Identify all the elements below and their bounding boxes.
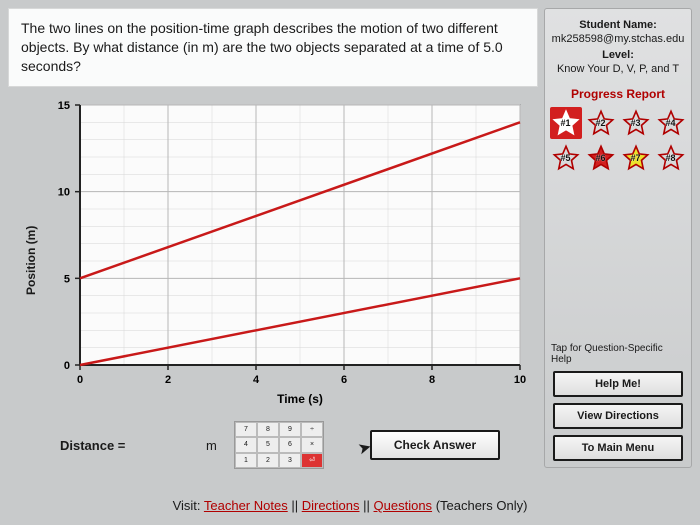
distance-label: Distance = [60,438,130,453]
level-value: Know Your D, V, P, and T [557,63,679,75]
svg-text:8: 8 [429,374,435,386]
unit-label: m [206,438,226,453]
progress-report-title: Progress Report [571,87,665,101]
student-name-label: Student Name: [579,19,657,31]
svg-text:Time (s): Time (s) [277,392,323,406]
footer-links: Visit: Teacher Notes || Directions || Qu… [0,498,700,513]
tap-help-text: Tap for Question-Specific Help [551,343,685,365]
help-me-button[interactable]: Help Me! [553,371,683,397]
progress-star[interactable]: #2 [585,107,617,139]
svg-text:6: 6 [341,374,347,386]
chart-svg: 0 2 4 6 8 10 0 5 10 15 Time (s) [20,95,540,415]
question-text: The two lines on the position-time graph… [8,8,538,87]
svg-text:15: 15 [58,100,70,112]
progress-stars-grid: #1#2#3#4 #5#6#7#8 [550,107,687,174]
progress-star[interactable]: #6 [585,142,617,174]
position-time-chart: Position (m) 0 2 4 6 8 10 0 5 10 15 Time (s) [20,95,540,415]
progress-star[interactable]: #7 [620,142,652,174]
sidebar-panel: Student Name: mk258598@my.stchas.edu Lev… [544,8,692,468]
svg-text:5: 5 [64,273,70,285]
svg-text:0: 0 [77,374,83,386]
footer-suffix: (Teachers Only) [436,498,528,513]
main-menu-button[interactable]: To Main Menu [553,435,683,461]
chart-y-axis-label: Position (m) [24,226,38,295]
level-label: Level: [602,49,634,61]
numeric-keypad[interactable]: 789÷ 456× 123⏎ [234,421,324,469]
progress-star[interactable]: #3 [620,107,652,139]
svg-text:10: 10 [514,374,526,386]
view-directions-button[interactable]: View Directions [553,403,683,429]
progress-star[interactable]: #4 [655,107,687,139]
progress-star[interactable]: #1 [550,107,582,139]
svg-text:10: 10 [58,187,70,199]
teacher-notes-link[interactable]: Teacher Notes [204,498,288,513]
svg-text:2: 2 [165,374,171,386]
questions-link[interactable]: Questions [374,498,433,513]
check-answer-button[interactable]: Check Answer [370,430,500,460]
footer-prefix: Visit: [173,498,204,513]
svg-text:0: 0 [64,360,70,372]
progress-star[interactable]: #8 [655,142,687,174]
student-name-value: mk258598@my.stchas.edu [552,33,685,45]
svg-text:4: 4 [253,374,260,386]
progress-star[interactable]: #5 [550,142,582,174]
directions-link[interactable]: Directions [302,498,360,513]
answer-row: Distance = m 789÷ 456× 123⏎ Check Answer [60,415,540,475]
